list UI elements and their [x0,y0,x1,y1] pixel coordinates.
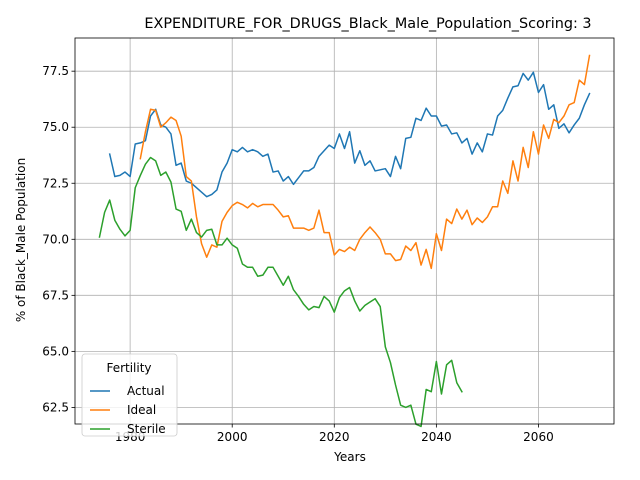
x-tick-label: 2000 [217,430,248,444]
series-line-actual [108,71,591,198]
y-tick-label: 75.0 [42,120,69,134]
y-tick-label: 62.5 [42,400,69,414]
chart-title: EXPENDITURE_FOR_DRUGS_Black_Male_Populat… [144,16,591,32]
legend-entries: Actual Ideal Sterile [90,384,166,436]
series-line-sterile [98,156,463,428]
y-axis-label: % of Black_Male Population [14,158,28,322]
y-tick-label: 65.0 [42,344,69,358]
legend-label-sterile: Sterile [127,422,166,436]
y-tick-label: 70.0 [42,232,69,246]
y-tick-label: 72.5 [42,176,69,190]
legend-title: Fertility [106,361,151,375]
x-tick-label: 2060 [523,430,554,444]
gridlines [75,38,614,424]
series-lines [98,54,591,428]
series-line-ideal [139,54,591,270]
x-axis-label: Years [333,450,366,464]
y-tick-label: 67.5 [42,288,69,302]
legend-label-ideal: Ideal [127,403,156,417]
y-tick-label: 77.5 [42,64,69,78]
legend-label-actual: Actual [127,384,165,398]
legend-box [81,353,178,437]
x-tick-label: 2020 [319,430,350,444]
plot-area-frame [74,37,615,425]
axis-ticks: 1980 2000 2020 2040 206062.565.067.570.072.5… [42,64,553,444]
legend: Fertility Actual Ideal Sterile [81,353,178,437]
x-tick-label: 2040 [421,430,452,444]
